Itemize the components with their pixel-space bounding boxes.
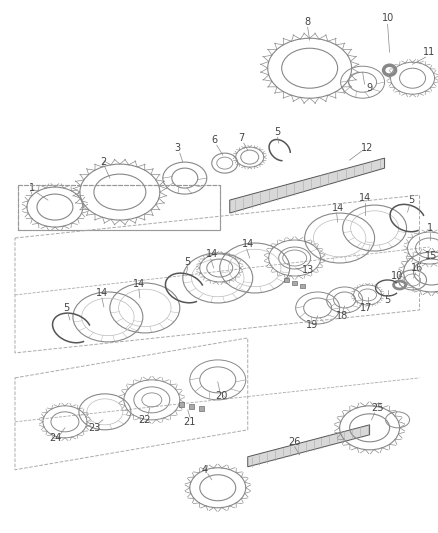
Text: 13: 13: [301, 265, 314, 275]
Text: 12: 12: [361, 143, 374, 153]
Text: 14: 14: [206, 249, 218, 259]
Text: 5: 5: [385, 295, 391, 305]
Bar: [284, 278, 289, 282]
Text: 21: 21: [184, 417, 196, 427]
Text: 9: 9: [367, 83, 373, 93]
Polygon shape: [248, 425, 370, 467]
Text: 17: 17: [360, 303, 373, 313]
Text: 14: 14: [358, 193, 371, 203]
Text: 10: 10: [381, 13, 394, 23]
Text: 16: 16: [411, 263, 424, 273]
Text: 5: 5: [408, 195, 415, 205]
Text: 14: 14: [133, 279, 145, 289]
Text: 11: 11: [424, 47, 436, 57]
Text: 5: 5: [185, 257, 191, 267]
Text: 14: 14: [96, 288, 108, 298]
Text: 20: 20: [215, 391, 228, 401]
Text: 26: 26: [289, 437, 301, 447]
Text: 15: 15: [425, 251, 438, 261]
Text: 5: 5: [275, 127, 281, 137]
Text: 5: 5: [63, 303, 69, 313]
Text: 4: 4: [202, 465, 208, 475]
Bar: [179, 402, 184, 407]
Text: 3: 3: [175, 143, 181, 153]
Text: 1: 1: [427, 223, 433, 233]
Text: 14: 14: [242, 239, 254, 249]
Bar: [199, 406, 204, 411]
Bar: [292, 281, 297, 285]
Text: 2: 2: [100, 157, 106, 167]
Bar: [189, 404, 194, 409]
Text: 25: 25: [371, 403, 384, 413]
Text: 7: 7: [239, 133, 245, 143]
Text: 19: 19: [306, 320, 318, 330]
Text: 1: 1: [29, 183, 35, 193]
Text: 6: 6: [212, 135, 218, 145]
Text: 10: 10: [392, 271, 404, 281]
Text: 23: 23: [89, 423, 101, 433]
Text: 14: 14: [332, 203, 344, 213]
Text: 8: 8: [304, 17, 311, 27]
Bar: [300, 284, 305, 288]
Text: 22: 22: [138, 415, 151, 425]
Text: 18: 18: [336, 311, 348, 321]
Polygon shape: [230, 158, 385, 213]
Text: 24: 24: [49, 433, 61, 443]
